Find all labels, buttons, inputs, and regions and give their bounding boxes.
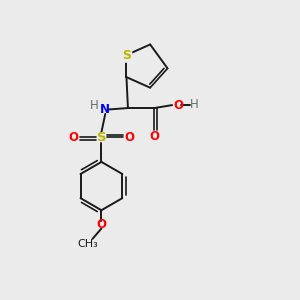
Text: O: O [149,130,159,142]
Text: N: N [100,103,110,116]
Text: S: S [122,49,131,62]
Text: S: S [97,131,106,144]
Text: H: H [190,98,199,111]
Text: CH₃: CH₃ [78,239,99,249]
Text: O: O [69,131,79,144]
Text: O: O [124,131,134,144]
Text: H: H [90,100,99,112]
Text: O: O [96,218,106,231]
Text: O: O [173,99,183,112]
